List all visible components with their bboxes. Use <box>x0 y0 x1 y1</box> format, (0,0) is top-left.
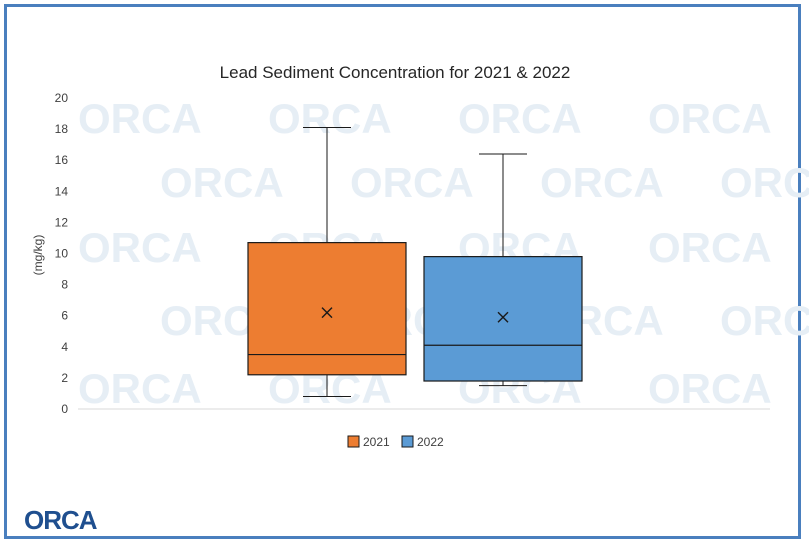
y-tick-label-14: 14 <box>55 184 69 198</box>
y-axis-ticks: 0 2 4 6 8 10 12 14 16 18 20 <box>55 91 69 416</box>
y-tick-label-8: 8 <box>61 278 68 292</box>
legend-swatch-2022 <box>401 435 414 448</box>
box-plot-series <box>247 127 583 398</box>
legend-swatch-2021 <box>347 435 360 448</box>
watermark-text-15: ORCA <box>720 159 809 206</box>
watermark-text-2: ORCA <box>458 95 582 142</box>
y-tick-label-12: 12 <box>55 215 69 229</box>
y-tick-label-6: 6 <box>61 309 68 323</box>
legend: 2021 2022 <box>347 435 444 449</box>
y-tick-label-18: 18 <box>55 122 69 136</box>
watermark-text-14: ORCA <box>540 159 664 206</box>
watermark-text-13: ORCA <box>350 159 474 206</box>
watermark-text-0: ORCA <box>78 95 202 142</box>
watermark-text-4: ORCA <box>78 224 202 271</box>
watermark-text-8: ORCA <box>78 365 202 412</box>
y-tick-label-4: 4 <box>61 340 68 354</box>
mean-marker-2022 <box>497 311 509 323</box>
watermark-text-1: ORCA <box>268 95 392 142</box>
y-axis-label: (mg/kg) <box>31 235 45 276</box>
box-iqr-2022 <box>423 256 583 382</box>
mean-marker-2021 <box>321 307 333 319</box>
watermark-text-11: ORCA <box>648 365 772 412</box>
legend-label-2022: 2022 <box>417 435 444 449</box>
y-tick-label-16: 16 <box>55 153 69 167</box>
y-tick-label-20: 20 <box>55 91 69 105</box>
watermark-text-12: ORCA <box>160 159 284 206</box>
watermark-layer: ORCA ORCA ORCA ORCA ORCA ORCA ORCA ORCA ORCA ORCA… <box>78 95 809 412</box>
chart-title: Lead Sediment Concentration for 2021 & 2… <box>220 63 571 82</box>
orca-logo: ORCA <box>24 505 98 535</box>
box-group-2021 <box>247 127 407 398</box>
watermark-text-3: ORCA <box>648 95 772 142</box>
y-tick-label-10: 10 <box>55 247 69 261</box>
y-tick-label-2: 2 <box>61 371 68 385</box>
watermark-text-19: ORCA <box>720 297 809 344</box>
legend-label-2021: 2021 <box>363 435 390 449</box>
y-tick-label-0: 0 <box>61 402 68 416</box>
watermark-text-7: ORCA <box>648 224 772 271</box>
box-group-2022 <box>423 153 583 387</box>
box-iqr-2021 <box>247 242 407 376</box>
